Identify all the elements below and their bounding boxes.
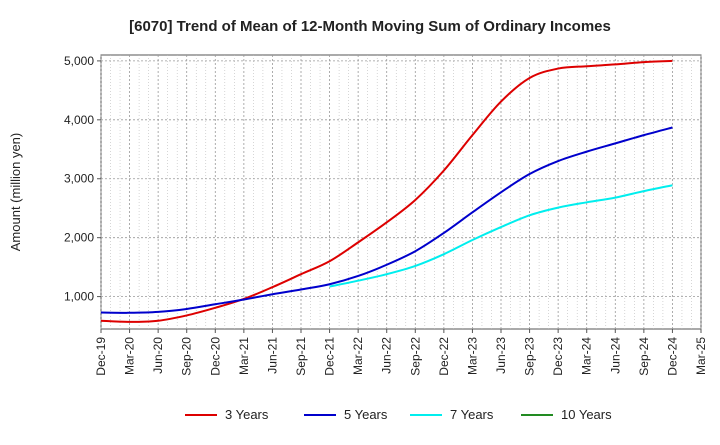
x-tick-label: Sep-22 xyxy=(408,337,422,376)
x-tick-label: Jun-23 xyxy=(494,337,508,374)
series-line-7-years xyxy=(329,184,673,288)
series-line-3-years xyxy=(100,59,673,323)
x-tick-label: Mar-23 xyxy=(465,337,479,375)
y-axis-label: Amount (million yen) xyxy=(8,133,23,252)
x-tick-label: Dec-22 xyxy=(437,337,451,376)
y-tick-label: 3,000 xyxy=(64,172,94,186)
y-tick-label: 5,000 xyxy=(64,54,94,68)
y-tick-labels: 1,000 2,000 3,000 4,000 5,000 xyxy=(64,54,101,304)
x-tick-label: Dec-24 xyxy=(665,337,679,376)
x-tick-label: Jun-24 xyxy=(608,337,622,374)
x-tick-label: Dec-21 xyxy=(323,337,337,376)
x-tick-label: Mar-24 xyxy=(580,337,594,375)
legend-label-3-years: 3 Years xyxy=(225,407,269,422)
plot-area xyxy=(100,54,702,330)
legend: 3 Years 5 Years 7 Years 10 Years xyxy=(185,407,612,422)
x-tick-label: Mar-25 xyxy=(694,337,708,375)
legend-label-10-years: 10 Years xyxy=(561,407,612,422)
series-line-5-years xyxy=(100,126,673,314)
x-tick-label: Jun-22 xyxy=(380,337,394,374)
x-tick-label: Sep-20 xyxy=(180,337,194,376)
x-tick-label: Dec-23 xyxy=(551,337,565,376)
x-tick-label: Dec-20 xyxy=(208,337,222,376)
x-tick-label: Sep-21 xyxy=(294,337,308,376)
x-tick-label: Sep-23 xyxy=(523,337,537,376)
x-tick-label: Jun-21 xyxy=(265,337,279,374)
x-tick-label: Dec-19 xyxy=(94,337,108,376)
grid-lines xyxy=(100,55,702,329)
x-tick-label: Mar-21 xyxy=(237,337,251,375)
x-tick-label: Jun-20 xyxy=(151,337,165,374)
x-tick-labels: Dec-19 Mar-20 Jun-20 Sep-20 Dec-20 Mar-21 Jun-… xyxy=(94,329,708,376)
x-tick-label: Sep-24 xyxy=(637,337,651,376)
y-tick-label: 1,000 xyxy=(64,290,94,304)
x-tick-label: Mar-22 xyxy=(351,337,365,375)
legend-label-7-years: 7 Years xyxy=(450,407,494,422)
y-tick-label: 2,000 xyxy=(64,231,94,245)
y-tick-label: 4,000 xyxy=(64,113,94,127)
legend-label-5-years: 5 Years xyxy=(344,407,388,422)
series-lines xyxy=(100,59,673,323)
x-tick-label: Mar-20 xyxy=(123,337,137,375)
chart-title: [6070] Trend of Mean of 12-Month Moving … xyxy=(129,18,611,35)
